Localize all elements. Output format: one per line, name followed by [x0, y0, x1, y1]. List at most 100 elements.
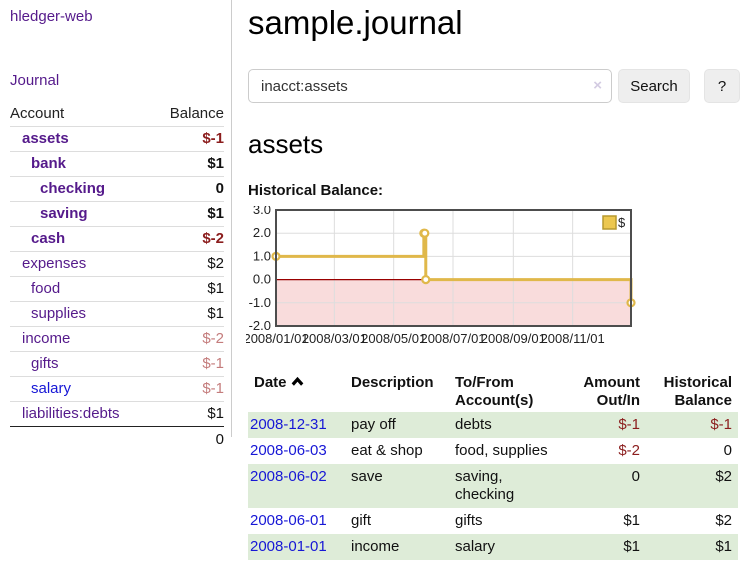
svg-text:2008/07/01: 2008/07/01	[420, 331, 485, 346]
svg-text:3.0: 3.0	[253, 206, 271, 217]
transaction-amount: $-2	[618, 442, 640, 459]
account-heading: assets	[248, 129, 324, 159]
main-content: sample.journal × Search ? assets Histori…	[243, 0, 742, 560]
svg-text:2008/05/01: 2008/05/01	[361, 331, 426, 346]
transaction-description: save	[351, 468, 383, 485]
svg-text:2008/09/01: 2008/09/01	[481, 331, 546, 346]
sidebar-account-link[interactable]: gifts	[31, 355, 59, 372]
register-row: 2008-06-03 eat & shop food, supplies $-2…	[248, 438, 738, 464]
transaction-accounts: gifts	[455, 512, 483, 529]
svg-text:2008/11/01: 2008/11/01	[541, 331, 605, 346]
account-row: bank $1	[10, 151, 224, 177]
sidebar-account-link[interactable]: expenses	[22, 255, 87, 272]
svg-text:1.0: 1.0	[253, 248, 271, 263]
transaction-date-link[interactable]: 2008-01-01	[250, 538, 327, 555]
sidebar-account-link[interactable]: assets	[22, 130, 69, 147]
transaction-date-link[interactable]: 2008-06-02	[250, 468, 327, 485]
page-title: sample.journal	[248, 4, 463, 41]
accounts-total-balance: 0	[215, 431, 224, 448]
account-row: salary $-1	[10, 376, 224, 402]
transaction-accounts: debts	[455, 416, 492, 433]
date-column-header[interactable]: Date	[248, 370, 345, 412]
transaction-description: gift	[351, 512, 372, 529]
chart-title: Historical Balance:	[248, 182, 384, 199]
accounts-total-row: 0	[10, 426, 224, 453]
transaction-accounts: salary	[455, 538, 496, 555]
svg-text:-2.0: -2.0	[249, 318, 271, 333]
search-button[interactable]: Search	[618, 69, 690, 103]
clear-search-icon[interactable]: ×	[593, 77, 602, 94]
svg-text:2.0: 2.0	[253, 225, 271, 240]
transaction-description: eat & shop	[351, 442, 423, 459]
account-balance: $1	[207, 280, 224, 297]
svg-text:$: $	[618, 215, 626, 230]
account-balance: $-1	[202, 130, 224, 147]
account-balance: $1	[207, 305, 224, 322]
transaction-amount: 0	[631, 468, 640, 485]
transaction-description: income	[351, 538, 400, 555]
account-balance: 0	[215, 180, 224, 197]
svg-text:2008/01/01: 2008/01/01	[246, 331, 309, 346]
app-brand-link[interactable]: hledger-web	[10, 8, 93, 25]
sidebar-account-link[interactable]: cash	[31, 230, 66, 247]
search-input[interactable]	[248, 69, 612, 103]
transaction-date-link[interactable]: 2008-06-03	[250, 442, 327, 459]
account-balance: $2	[207, 255, 224, 272]
transaction-date-link[interactable]: 2008-06-01	[250, 512, 327, 529]
register-row: 2008-06-01 gift gifts $1 $2	[248, 508, 738, 534]
account-row: expenses $2	[10, 251, 224, 277]
sidebar-account-link[interactable]: food	[31, 280, 61, 297]
transaction-accounts: food, supplies	[455, 442, 548, 459]
transaction-balance: $-1	[710, 416, 732, 433]
svg-text:-1.0: -1.0	[249, 295, 271, 310]
register-row: 2008-12-31 pay off debts $-1 $-1	[248, 412, 738, 438]
account-row: gifts $-1	[10, 351, 224, 377]
help-button[interactable]: ?	[704, 69, 740, 103]
description-column-header: Description	[351, 374, 434, 391]
svg-text:2008/03/01: 2008/03/01	[302, 331, 367, 346]
search-form: × Search ?	[248, 69, 742, 103]
transaction-balance: $2	[715, 512, 732, 529]
sidebar-account-link[interactable]: liabilities:debts	[22, 405, 120, 422]
account-column-header: Account	[10, 105, 65, 122]
account-balance: $1	[207, 205, 224, 222]
register-row: 2008-06-02 save saving, checking 0 $2	[248, 464, 738, 508]
account-balance: $-2	[202, 230, 224, 247]
sidebar: hledger-web Journal Account Balance asse…	[0, 0, 232, 448]
sidebar-item-journal[interactable]: Journal	[10, 72, 60, 89]
transaction-date-link[interactable]: 2008-12-31	[250, 416, 327, 433]
balance-column-header: Balance	[169, 105, 224, 122]
transactions-register-table: Date Description To/From Account(s) Amoun…	[248, 370, 738, 560]
account-row: liabilities:debts $1	[10, 401, 224, 427]
balance-chart-svg: $3.0 2.0 1.0 0.0 -1.0 -2.02008/01/012008/03/0…	[243, 202, 636, 346]
transaction-description: pay off	[351, 416, 396, 433]
account-row: checking 0	[10, 176, 224, 202]
sidebar-account-link[interactable]: checking	[40, 180, 106, 197]
accounts-table-header: Account Balance	[10, 102, 224, 127]
historical-balance-chart: $3.0 2.0 1.0 0.0 -1.0 -2.0 2008/01/01 2008/03/0…	[243, 202, 742, 354]
account-balance: $1	[207, 405, 224, 422]
transaction-amount: $1	[623, 512, 640, 529]
sidebar-account-link[interactable]: supplies	[31, 305, 87, 322]
transaction-amount: $1	[623, 538, 640, 555]
account-balance: $-1	[202, 355, 224, 372]
sidebar-account-link[interactable]: saving	[40, 205, 88, 222]
amount-column-header: Amount Out/In	[583, 374, 640, 409]
balance-column-header-register: Historical Balance	[663, 374, 732, 409]
sidebar-account-link[interactable]: salary	[31, 380, 72, 397]
sidebar-account-link[interactable]: bank	[31, 155, 67, 172]
account-row: saving $1	[10, 201, 224, 227]
account-row: income $-2	[10, 326, 224, 352]
svg-text:0.0: 0.0	[253, 272, 271, 287]
accounts-column-header: To/From Account(s)	[455, 374, 534, 409]
account-row: supplies $1	[10, 301, 224, 327]
account-row: food $1	[10, 276, 224, 302]
account-row: cash $-2	[10, 226, 224, 252]
register-header-row: Date Description To/From Account(s) Amoun…	[248, 370, 738, 412]
account-balance: $1	[207, 155, 224, 172]
account-balance: $-2	[202, 330, 224, 347]
sort-ascending-icon	[291, 376, 303, 386]
accounts-balance-table: Account Balance assets $-1 bank $1 check…	[10, 102, 224, 452]
sidebar-account-link[interactable]: income	[22, 330, 71, 347]
transaction-balance: $2	[715, 468, 732, 485]
